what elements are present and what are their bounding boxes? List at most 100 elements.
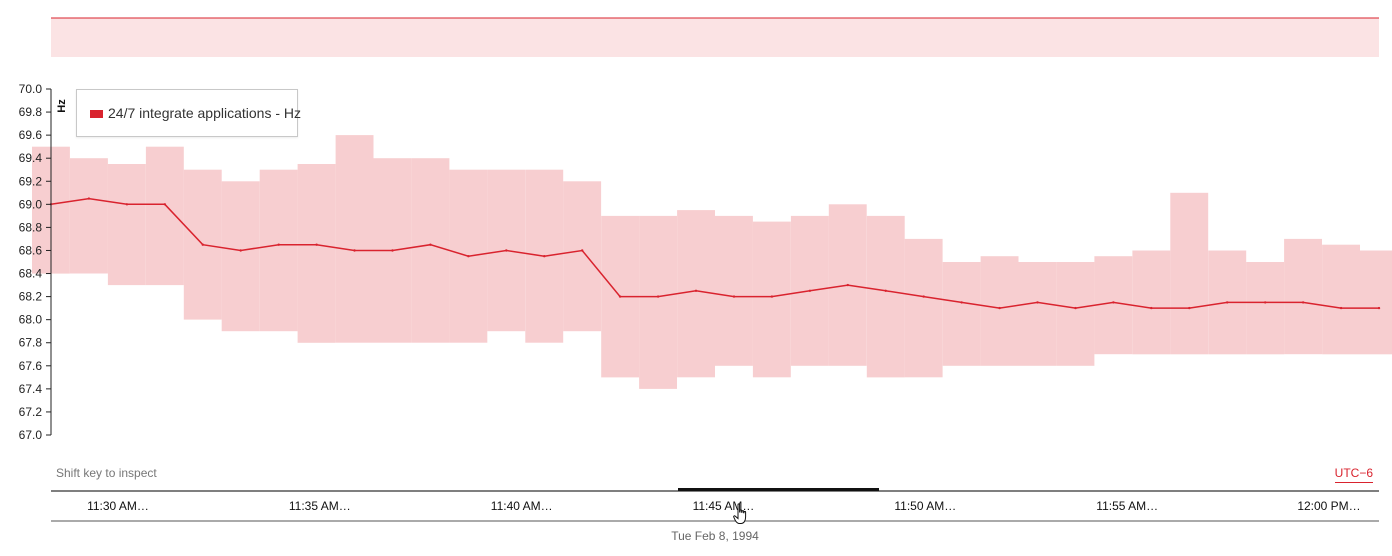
data-point <box>884 289 887 292</box>
range-bar <box>1094 256 1133 355</box>
data-point <box>998 306 1001 310</box>
data-point <box>808 289 812 292</box>
data-point <box>87 197 91 200</box>
range-bar <box>70 158 108 274</box>
range-bar <box>1056 262 1095 366</box>
data-point <box>505 249 508 252</box>
range-bar <box>297 164 336 343</box>
range-bar <box>335 135 374 343</box>
range-bar <box>980 256 1019 366</box>
data-point <box>1226 301 1229 304</box>
hand-pointer-icon <box>733 503 747 524</box>
data-point <box>1074 306 1077 310</box>
range-bar <box>145 146 184 286</box>
data-point <box>277 243 280 246</box>
series-line[interactable] <box>50 197 1379 309</box>
legend[interactable]: 24/7 integrate applications - Hz <box>76 89 301 137</box>
range-bar <box>904 238 943 378</box>
y-tick-label: 68.6 <box>19 243 43 257</box>
data-point <box>1036 301 1039 304</box>
data-point <box>543 255 546 258</box>
overview-band[interactable] <box>51 18 1379 57</box>
y-tick-label: 67.4 <box>19 382 43 396</box>
time-tick-label[interactable]: 11:30 AM… <box>87 499 149 513</box>
data-point <box>1264 301 1267 304</box>
range-bar <box>411 158 450 343</box>
data-point <box>770 295 774 298</box>
data-point <box>732 295 736 298</box>
range-bar <box>715 215 753 366</box>
y-tick-label: 68.2 <box>19 290 43 304</box>
series-line-group <box>49 197 1381 310</box>
time-tick-label[interactable]: 11:50 AM… <box>894 499 957 513</box>
time-tick-label[interactable]: 11:40 AM… <box>490 499 553 513</box>
data-point <box>846 283 849 287</box>
legend-label: 24/7 integrate applications - Hz <box>108 105 301 121</box>
y-tick-label: 67.6 <box>19 359 43 373</box>
range-bar <box>866 215 905 378</box>
data-point <box>239 249 242 252</box>
y-axis: 67.0 67.2 67.4 67.6 67.8 68.0 68.2 68.4 68.6 68.8… <box>19 82 68 442</box>
y-tick-label: 67.0 <box>19 428 43 442</box>
data-point <box>656 295 660 298</box>
range-bar <box>1246 262 1285 355</box>
range-bar <box>259 169 298 332</box>
y-tick-label: 69.0 <box>19 197 43 211</box>
data-point <box>922 295 925 298</box>
y-tick-label: 68.4 <box>19 267 43 281</box>
range-bar <box>1170 192 1209 355</box>
data-point <box>353 249 356 252</box>
y-tick-label: 70.0 <box>19 82 43 96</box>
data-point <box>315 243 318 246</box>
time-tick-label[interactable]: 12:00 PM… <box>1297 499 1361 513</box>
data-point <box>125 203 129 206</box>
legend-swatch <box>90 110 103 118</box>
y-tick-label: 67.8 <box>19 336 43 350</box>
range-bar <box>639 215 677 389</box>
range-bar <box>107 164 146 286</box>
data-point <box>960 301 963 304</box>
y-tick-label: 68.8 <box>19 220 43 234</box>
range-bar <box>563 181 602 332</box>
y-tick-label: 68.0 <box>19 313 43 327</box>
data-point <box>1150 306 1153 310</box>
data-point <box>1339 306 1343 310</box>
range-bar <box>1018 262 1057 366</box>
y-tick-label: 69.6 <box>19 128 43 142</box>
y-tick-label: 67.2 <box>19 405 43 419</box>
data-point <box>391 249 394 252</box>
data-point <box>467 255 470 258</box>
data-point <box>1301 301 1305 304</box>
range-bar <box>1284 238 1322 355</box>
range-bar <box>942 262 981 366</box>
y-tick-label: 69.8 <box>19 105 43 119</box>
range-bar <box>677 210 715 378</box>
date-label: Tue Feb 8, 1994 <box>671 529 759 543</box>
time-tick-label[interactable]: 11:55 AM… <box>1096 499 1159 513</box>
data-point <box>163 203 166 206</box>
data-point <box>1112 301 1115 304</box>
time-axis <box>51 488 1379 522</box>
data-point <box>201 243 204 246</box>
data-point <box>429 243 432 246</box>
range-bar <box>1360 250 1392 355</box>
range-bar <box>752 221 791 378</box>
y-tick-label: 69.4 <box>19 151 43 165</box>
data-point <box>694 289 698 292</box>
data-point <box>1377 306 1381 310</box>
inspect-hint: Shift key to inspect <box>56 466 157 480</box>
time-tick-label[interactable]: 11:35 AM… <box>288 499 351 513</box>
range-bar <box>221 181 260 332</box>
range-band-group <box>32 135 1392 389</box>
timezone-toggle[interactable]: UTC−6 <box>1334 466 1373 483</box>
range-bar <box>1322 244 1360 355</box>
time-window-handle[interactable] <box>678 488 879 491</box>
range-bar <box>1132 250 1171 355</box>
data-point <box>618 295 622 298</box>
y-tick-label: 69.2 <box>19 174 43 188</box>
y-axis-unit: Hz <box>56 99 68 113</box>
data-point <box>1188 306 1191 310</box>
data-point <box>581 249 584 252</box>
